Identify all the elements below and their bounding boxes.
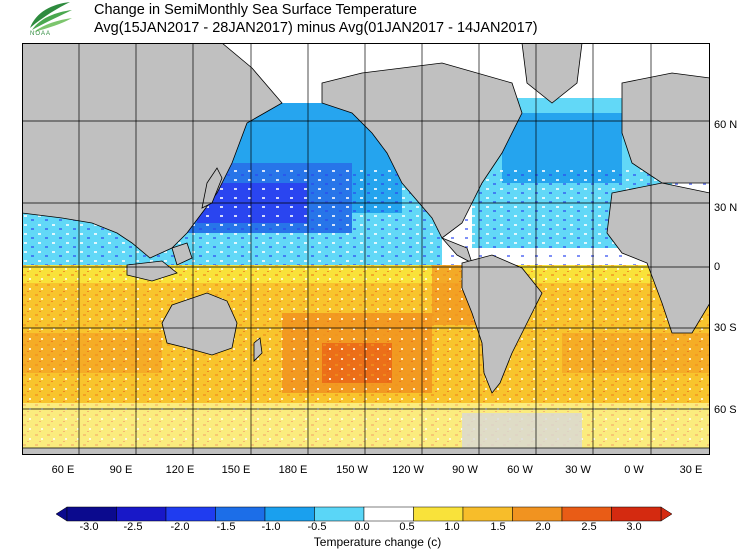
land-japan [201,167,223,209]
colorbar-tick-label: -2.0 [170,521,190,533]
colorbar-swatch [363,506,414,522]
lon-label: 120 W [392,464,424,476]
noaa-logo-icon [30,2,72,32]
colorbar-tick-label: 2.0 [535,521,551,533]
lon-label: 0 W [624,464,644,476]
graticule [22,43,710,455]
colorbar-tick-label: -1.5 [216,521,236,533]
land-maritime-continent [126,260,178,282]
colorbar-min-arrow [55,506,68,522]
colorbar [55,506,673,527]
land-europe [621,72,710,184]
colorbar-max-arrow [660,506,673,522]
lon-label: 120 E [165,464,195,476]
lon-label: 90 W [452,464,478,476]
lat-label: 0 [714,261,721,273]
colorbar-swatch [66,506,117,522]
colorbar-tick-label: -3.0 [79,521,99,533]
colorbar-title: Temperature change (c) [313,535,442,549]
colorbar-swatch [314,506,365,522]
lon-label: 90 E [109,464,133,476]
noaa-logo: NOAA [22,0,78,40]
lon-label: 150 E [221,464,251,476]
colorbar-tick-label: 3.0 [626,521,642,533]
colorbar-swatch [413,506,464,522]
colorbar-swatch [264,506,315,522]
colorbar-tick-label: -0.5 [307,521,327,533]
colorbar-tick-label: 0.0 [354,521,370,533]
sst-change-map [22,43,710,455]
lon-label: 30 E [679,464,703,476]
lon-label: 30 W [565,464,591,476]
colorbar-tick-label: 1.0 [444,521,460,533]
chart-title: Change in SemiMonthly Sea Surface Temper… [94,2,417,18]
colorbar-swatch [116,506,167,522]
land-australia [161,292,238,356]
colorbar-swatch [165,506,216,522]
land-greenland [521,43,583,104]
colorbar-tick-label: 1.5 [490,521,506,533]
logo-text: NOAA [30,31,52,37]
lat-label: 30 S [714,322,737,334]
lon-label: 150 W [336,464,368,476]
colorbar-tick-label: 2.5 [581,521,597,533]
land-antarctica [22,447,710,455]
colorbar-swatch [462,506,513,522]
colorbar-swatch [512,506,563,522]
land-africa [606,182,710,334]
colorbar-swatch [215,506,266,522]
colorbar-swatch [611,506,662,522]
land-south-america [461,254,543,394]
colorbar-tick-label: 0.5 [399,521,415,533]
lat-label: 60 S [714,404,737,416]
colorbar-tick-label: -1.0 [261,521,281,533]
lon-label: 60 W [507,464,533,476]
lon-label: 60 E [51,464,75,476]
chart-subtitle: Avg(15JAN2017 - 28JAN2017) minus Avg(01J… [94,20,538,36]
lat-label: 30 N [714,202,738,214]
colorbar-tick-label: -2.5 [123,521,143,533]
colorbar-swatch [561,506,612,522]
land-asia [22,43,283,259]
warming-region [22,265,710,455]
lon-label: 180 E [278,464,308,476]
lat-label: 60 N [714,119,738,131]
